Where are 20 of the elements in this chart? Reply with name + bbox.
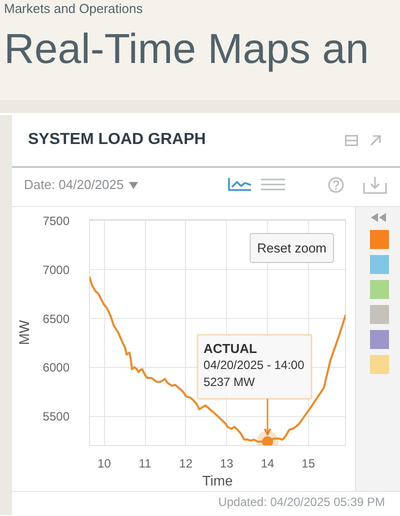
text: Real-Time Maps an	[4, 24, 369, 74]
annotation: ACTUAL 04/20/2025 - 14:00 5237 MW	[204, 340, 305, 389]
text: Markets and Operations	[4, 1, 143, 16]
x-tick-label: 10	[98, 456, 112, 470]
x-tick-label: 13	[220, 456, 234, 470]
y-tick-label: 6000	[42, 360, 70, 375]
x-tick-label: 12	[179, 456, 193, 470]
annotation: Reset zoom	[257, 240, 327, 256]
chart-subtitle: Date: 04/20/2025	[24, 177, 124, 193]
y-axis-title: MW	[16, 319, 32, 345]
y-tick-label: 5500	[42, 410, 70, 424]
x-tick-label: 14	[260, 456, 275, 470]
text: Updated: 04/20/2025 05:39 PM	[218, 495, 385, 509]
x-axis-title: Time	[202, 472, 234, 488]
chart-title: SYSTEM LOAD GRAPH	[28, 130, 206, 150]
x-tick-label: 11	[138, 456, 152, 470]
x-tick-label: 15	[302, 456, 316, 470]
y-tick-label: 7500	[42, 214, 70, 228]
y-tick-label: 6500	[42, 312, 70, 326]
y-tick-label: 7000	[42, 262, 70, 277]
